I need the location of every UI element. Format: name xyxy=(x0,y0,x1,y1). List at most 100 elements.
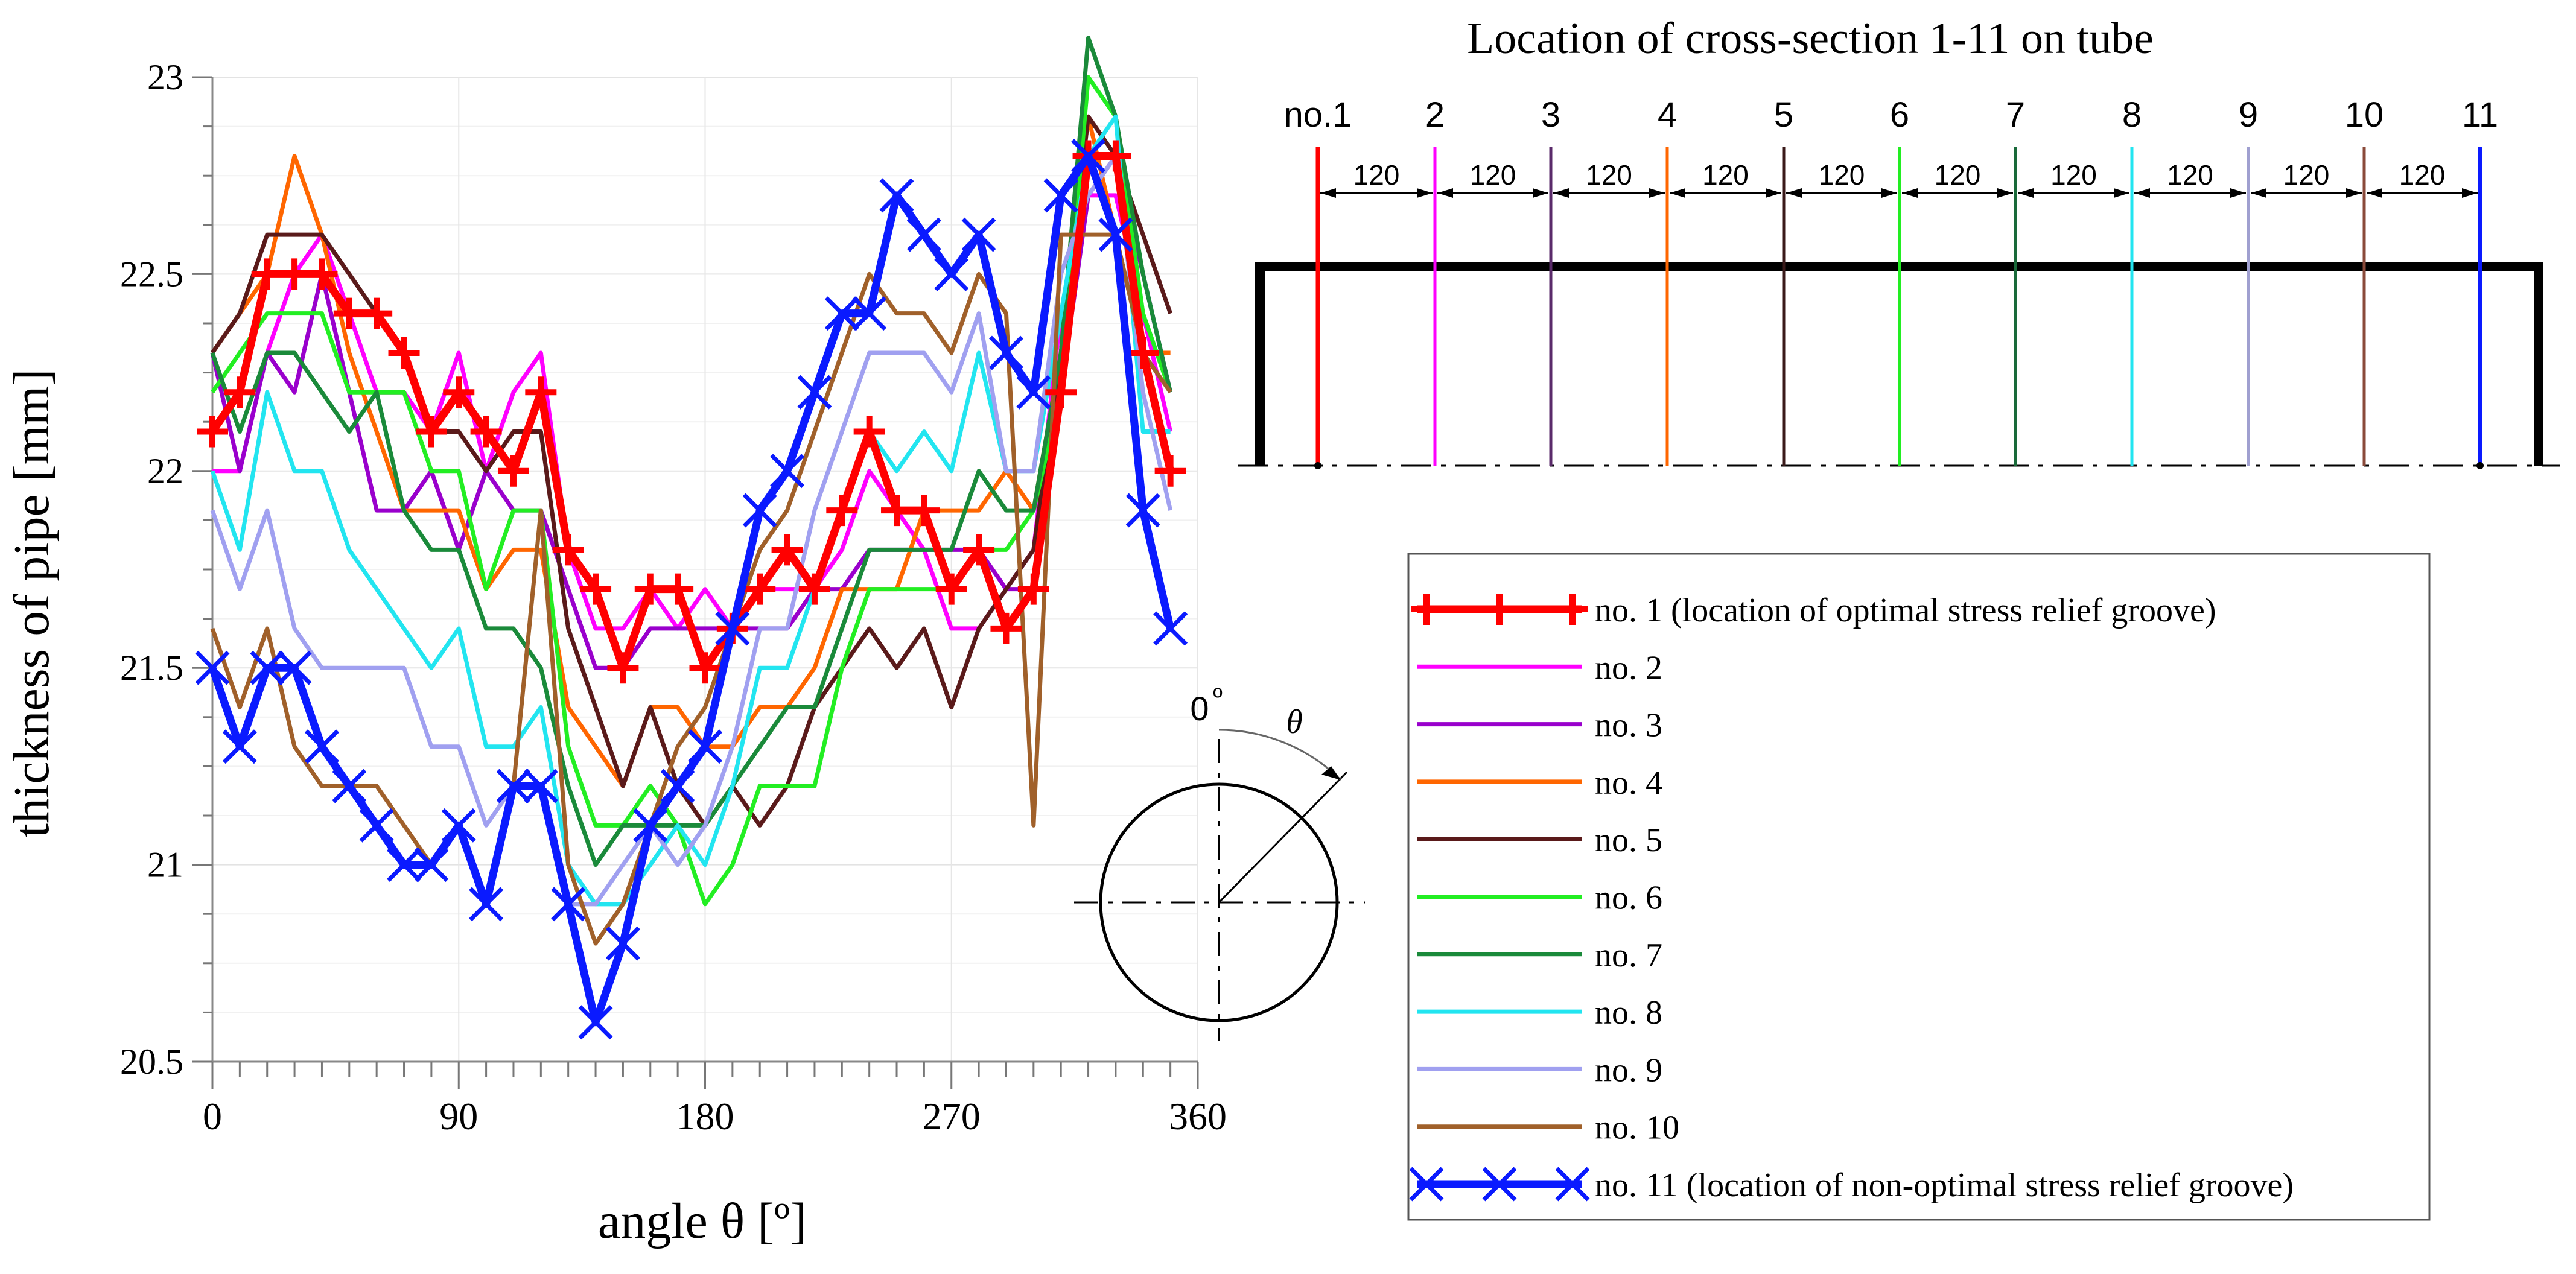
data-point-mark xyxy=(1098,217,1133,252)
y-tick-label: 21 xyxy=(147,845,183,885)
data-point xyxy=(607,652,639,684)
data-point-mark xyxy=(332,769,367,803)
legend-entry: no. 3 xyxy=(1417,707,1662,744)
section-end-dot xyxy=(1314,462,1321,469)
data-point xyxy=(935,573,967,605)
data-point-mark xyxy=(906,217,941,252)
series-5 xyxy=(211,114,1172,828)
data-point-mark xyxy=(414,848,449,883)
data-point xyxy=(881,495,913,527)
data-point xyxy=(251,258,283,290)
data-point-mark xyxy=(1043,178,1078,213)
section-label: 3 xyxy=(1541,95,1560,135)
data-point xyxy=(469,887,504,922)
section-label: 4 xyxy=(1658,95,1677,135)
data-point xyxy=(1153,611,1188,646)
data-point xyxy=(552,534,584,566)
legend-box xyxy=(1407,553,2431,1221)
data-point xyxy=(605,926,640,961)
dimension-arrow xyxy=(1786,188,1802,198)
legend-entry: no. 5 xyxy=(1417,822,1662,859)
data-point xyxy=(1098,217,1133,252)
section-3: 3 xyxy=(1541,95,1560,466)
series-line xyxy=(211,75,1172,907)
section-1: no.1 xyxy=(1284,95,1352,466)
legend-entry: no. 7 xyxy=(1417,937,1662,974)
data-point xyxy=(826,495,858,527)
section-label: 6 xyxy=(1890,95,1909,135)
section-2: 2 xyxy=(1425,95,1445,466)
data-point-mark xyxy=(633,808,668,843)
data-point xyxy=(1016,375,1051,410)
data-point xyxy=(333,297,365,329)
dimension-label: 120 xyxy=(2399,159,2446,191)
dimension-arrow xyxy=(2134,188,2150,198)
legend-marker xyxy=(1482,1167,1517,1202)
dimension-9: 120 xyxy=(2251,159,2362,198)
dimension-arrow xyxy=(2230,188,2246,198)
theta-arrowhead xyxy=(1321,766,1341,780)
data-point xyxy=(441,808,476,843)
data-point xyxy=(1045,376,1077,408)
data-point xyxy=(332,769,367,803)
data-point xyxy=(633,808,668,843)
dimension-arrow xyxy=(1417,188,1433,198)
data-point xyxy=(496,769,531,803)
dimension-arrow xyxy=(1553,188,1569,198)
data-point xyxy=(470,416,502,448)
dimension-2: 120 xyxy=(1437,159,1548,198)
dimension-3: 120 xyxy=(1553,159,1665,198)
data-point xyxy=(250,650,285,685)
data-point xyxy=(852,296,887,331)
data-point xyxy=(306,258,338,290)
y-tick-label: 22 xyxy=(147,451,183,491)
grid xyxy=(212,77,1198,1062)
series-1 xyxy=(197,140,1186,684)
data-point xyxy=(797,375,832,410)
x-tick-label: 270 xyxy=(923,1095,981,1138)
x-tick-label: 360 xyxy=(1169,1095,1227,1138)
dimension-label: 120 xyxy=(1702,159,1749,191)
x-axis-label: angle θ [º] xyxy=(598,1193,807,1249)
dimension-label: 120 xyxy=(1935,159,1981,191)
data-point xyxy=(988,335,1023,370)
data-point-mark xyxy=(715,611,750,646)
data-point xyxy=(798,573,830,605)
section-7: 7 xyxy=(2006,95,2025,466)
data-point-mark xyxy=(742,493,777,528)
data-point-mark xyxy=(988,335,1023,370)
section-end-dot xyxy=(2476,462,2484,469)
section-label: 7 xyxy=(2006,95,2025,135)
section-6: 6 xyxy=(1890,95,1909,466)
data-point xyxy=(1017,573,1049,605)
data-point xyxy=(934,256,969,291)
dimension-arrow xyxy=(2462,188,2478,198)
dimension-arrow xyxy=(1533,188,1548,198)
data-point xyxy=(197,416,228,448)
dimension-label: 120 xyxy=(2283,159,2330,191)
series-2 xyxy=(212,193,1173,631)
y-tick-label: 20.5 xyxy=(120,1042,183,1082)
dimension-arrow xyxy=(2114,188,2129,198)
data-point xyxy=(1125,493,1160,528)
legend-marker xyxy=(1409,1167,1444,1202)
data-point-mark xyxy=(222,729,257,764)
section-4: 4 xyxy=(1658,95,1677,466)
legend-entry: no. 9 xyxy=(1417,1051,1662,1089)
legend-label: no. 8 xyxy=(1595,994,1662,1032)
dimension-arrow xyxy=(1881,188,1897,198)
dimension-10: 120 xyxy=(2367,159,2478,198)
legend: no. 1 (location of optimal stress relief… xyxy=(1407,553,2431,1221)
y-tick-label: 22.5 xyxy=(120,254,183,294)
data-point xyxy=(715,611,750,646)
data-point xyxy=(195,650,230,685)
theta-arc xyxy=(1218,729,1342,781)
dimension-arrow xyxy=(1437,188,1453,198)
data-point-mark xyxy=(250,650,285,685)
dimension-arrow xyxy=(1649,188,1665,198)
series xyxy=(195,36,1188,1040)
data-point-mark xyxy=(797,375,832,410)
data-point xyxy=(359,808,394,843)
data-point-mark xyxy=(688,729,722,764)
